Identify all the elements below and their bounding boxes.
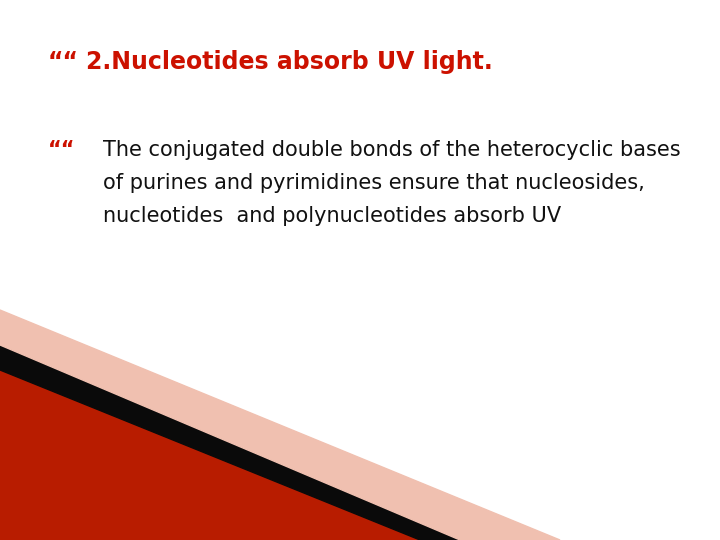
Polygon shape: [0, 345, 460, 540]
Text: ““: ““: [48, 50, 79, 74]
Polygon shape: [0, 370, 420, 540]
Text: ““: ““: [48, 140, 76, 160]
Text: 2.Nucleotides absorb UV light.: 2.Nucleotides absorb UV light.: [86, 50, 492, 74]
Polygon shape: [0, 310, 560, 540]
Text: nucleotides  and polynucleotides absorb UV: nucleotides and polynucleotides absorb U…: [103, 206, 561, 226]
Text: of purines and pyrimidines ensure that nucleosides,: of purines and pyrimidines ensure that n…: [103, 173, 644, 193]
Text: The conjugated double bonds of the heterocyclic bases: The conjugated double bonds of the heter…: [103, 140, 680, 160]
